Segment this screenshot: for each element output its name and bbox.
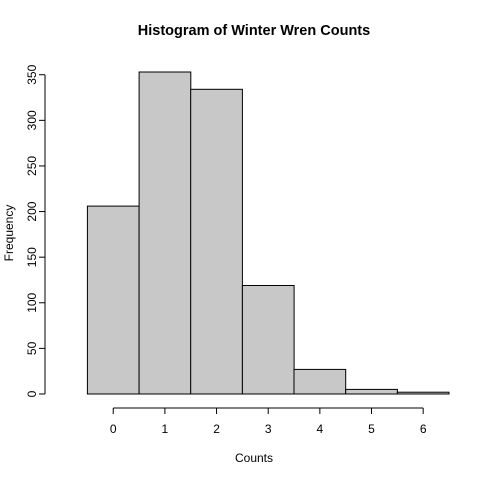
y-axis-label: Frequency bbox=[2, 205, 16, 262]
x-axis-label: Counts bbox=[235, 451, 273, 465]
x-tick-label-3: 3 bbox=[265, 422, 272, 436]
histogram-bar-6 bbox=[396, 391, 450, 395]
y-tick-label-2: 100 bbox=[25, 292, 39, 312]
histogram-bar-4 bbox=[293, 368, 347, 395]
x-tick-label-4: 4 bbox=[317, 422, 324, 436]
y-axis: 0 50 100 150 200 250 300 350 bbox=[25, 64, 46, 397]
y-tick-label-6: 300 bbox=[25, 110, 39, 130]
histogram-bar-1 bbox=[138, 71, 192, 395]
y-tick-label-4: 200 bbox=[25, 201, 39, 221]
x-tick-label-5: 5 bbox=[368, 422, 375, 436]
x-tick-label-1: 1 bbox=[162, 422, 169, 436]
bars-group bbox=[86, 71, 450, 395]
histogram-bar-2 bbox=[190, 88, 243, 395]
y-tick-label-0: 0 bbox=[25, 390, 39, 397]
x-tick-label-6: 6 bbox=[420, 422, 427, 436]
y-tick-label-3: 150 bbox=[25, 247, 39, 267]
histogram-bar-0 bbox=[86, 205, 140, 395]
x-tick-label-2: 2 bbox=[213, 422, 220, 436]
chart-title: Histogram of Winter Wren Counts bbox=[138, 23, 370, 39]
y-tick-label-7: 350 bbox=[25, 64, 39, 84]
histogram-bar-5 bbox=[345, 388, 398, 395]
y-tick-label-5: 250 bbox=[25, 156, 39, 176]
histogram-bar-3 bbox=[241, 285, 295, 395]
x-tick-label-0: 0 bbox=[110, 422, 117, 436]
y-tick-label-1: 50 bbox=[25, 341, 39, 355]
x-axis: 0 1 2 3 4 5 6 bbox=[110, 407, 427, 436]
